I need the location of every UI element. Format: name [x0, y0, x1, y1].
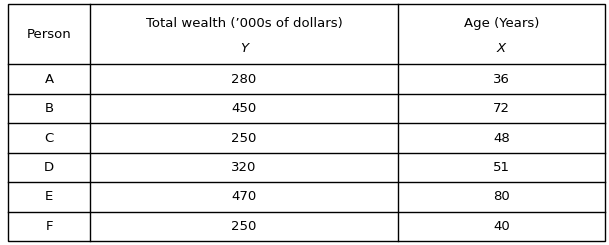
Text: X: X	[497, 42, 506, 55]
Text: 450: 450	[231, 102, 257, 115]
Text: 51: 51	[493, 161, 510, 174]
Text: 40: 40	[493, 220, 510, 233]
Text: 470: 470	[231, 190, 257, 203]
Text: 250: 250	[231, 220, 257, 233]
Text: 80: 80	[493, 190, 510, 203]
Text: Y: Y	[240, 42, 248, 55]
Text: Person: Person	[27, 28, 72, 41]
Text: 36: 36	[493, 73, 510, 86]
Text: Age (Years): Age (Years)	[463, 17, 539, 30]
Text: D: D	[44, 161, 54, 174]
Text: 72: 72	[493, 102, 510, 115]
Text: 320: 320	[231, 161, 257, 174]
Text: F: F	[46, 220, 53, 233]
Text: B: B	[44, 102, 54, 115]
Text: Total wealth (’000s of dollars): Total wealth (’000s of dollars)	[146, 17, 342, 30]
Text: C: C	[44, 132, 54, 145]
Text: 280: 280	[231, 73, 257, 86]
Text: E: E	[45, 190, 54, 203]
Text: 48: 48	[493, 132, 510, 145]
Text: 250: 250	[231, 132, 257, 145]
Text: A: A	[44, 73, 54, 86]
